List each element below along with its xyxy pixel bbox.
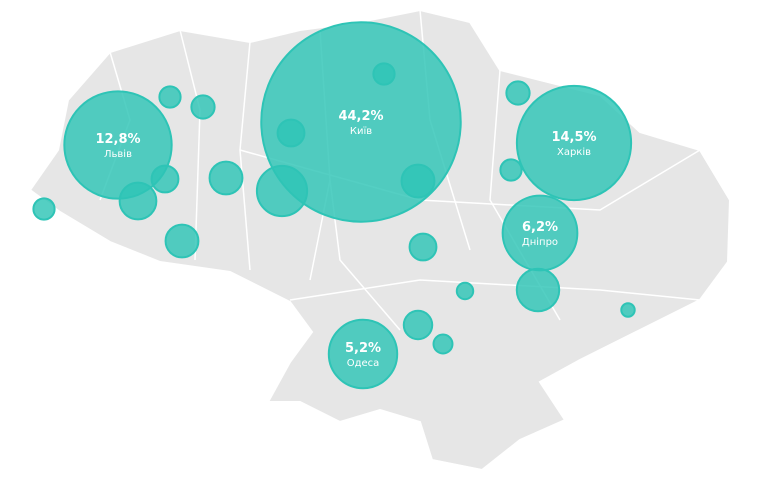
bubble	[276, 118, 306, 148]
bubble	[150, 164, 180, 194]
value-label: 6,2%	[522, 220, 558, 235]
bubble	[432, 333, 454, 355]
bubble	[190, 94, 216, 120]
city-label: Дніпро	[522, 236, 558, 248]
city-label: Харків	[557, 146, 591, 158]
bubble	[402, 309, 434, 341]
bubble	[32, 197, 56, 221]
city-label: Львів	[104, 148, 132, 160]
bubble	[620, 302, 636, 318]
bubble	[400, 163, 436, 199]
bubble	[255, 164, 309, 218]
city-label: Одеса	[347, 358, 380, 369]
bubble	[515, 84, 633, 202]
bubble	[327, 318, 399, 390]
value-label: 12,8%	[95, 132, 140, 147]
bubble	[158, 85, 182, 109]
value-label: 44,2%	[338, 109, 383, 124]
bubble	[63, 90, 173, 200]
city-label: Київ	[350, 126, 372, 137]
value-label: 14,5%	[551, 130, 596, 145]
bubble	[372, 62, 396, 86]
value-label: 5,2%	[345, 341, 381, 356]
bubble	[455, 281, 475, 301]
bubble	[515, 267, 561, 313]
bubble	[208, 160, 244, 196]
bubble	[499, 158, 523, 182]
bubble	[118, 181, 158, 221]
bubble	[505, 80, 531, 106]
bubble	[164, 223, 200, 259]
bubble	[408, 232, 438, 262]
